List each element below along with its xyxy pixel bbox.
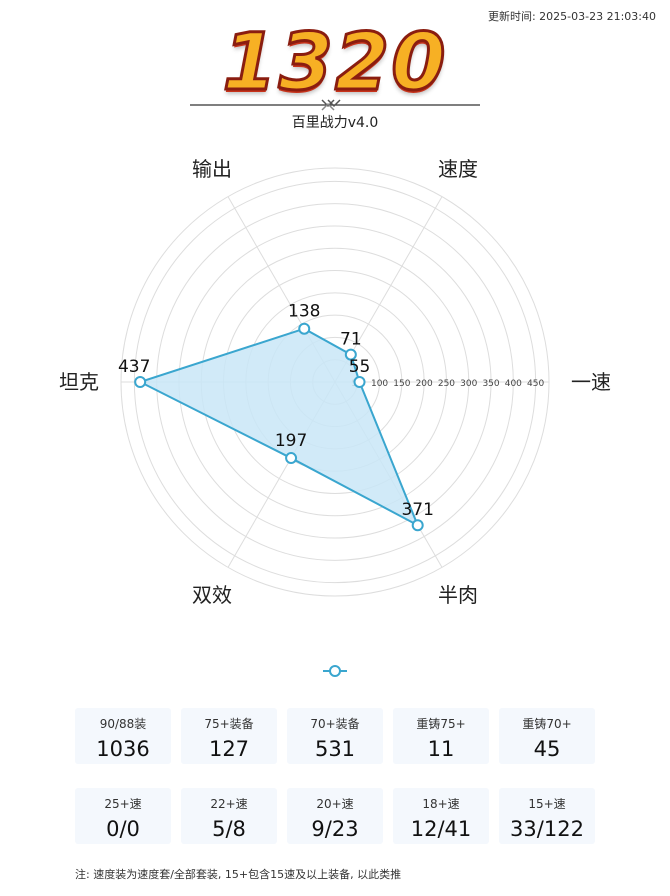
stat-value: 12/41 xyxy=(410,817,472,841)
stat-card-speed-22: 22+速 5/8 xyxy=(181,788,277,844)
stat-value: 11 xyxy=(427,737,455,761)
radar-ring-label: 450 xyxy=(527,379,544,389)
radar-ring-label: 350 xyxy=(482,379,499,389)
stat-value: 33/122 xyxy=(510,817,584,841)
series-legend-marker xyxy=(323,665,347,677)
stat-label: 75+装备 xyxy=(204,717,254,731)
radar-ring-label: 250 xyxy=(438,379,455,389)
stat-card-speed-20: 20+速 9/23 xyxy=(287,788,383,844)
stat-label: 25+速 xyxy=(104,797,142,811)
power-score: 1320 xyxy=(221,17,448,110)
radar-data-point xyxy=(285,452,298,465)
radar-data-area xyxy=(137,327,420,528)
radar-data-point xyxy=(353,376,366,388)
stat-value: 45 xyxy=(533,737,561,761)
radar-axis-label: 速度 xyxy=(438,157,478,181)
radar-value-label: 371 xyxy=(401,500,433,520)
stat-label: 15+速 xyxy=(528,797,566,811)
radar-value-label: 55 xyxy=(349,357,371,377)
stat-card-reforge-75: 重铸75+ 11 xyxy=(393,708,489,764)
stat-value: 9/23 xyxy=(311,817,359,841)
stat-card-75-plus: 75+装备 127 xyxy=(181,708,277,764)
title-divider xyxy=(190,99,480,111)
radar-axis-label: 坦克 xyxy=(59,370,99,394)
stat-value: 0/0 xyxy=(106,817,140,841)
radar-value-label: 197 xyxy=(275,431,307,451)
radar-axis-label: 一速 xyxy=(571,370,611,394)
radar-axis-label: 半肉 xyxy=(438,583,478,607)
divider-ornament-icon xyxy=(321,99,341,111)
radar-data-point xyxy=(344,348,357,361)
radar-data-point xyxy=(298,322,311,335)
version-label: 百里战力v4.0 xyxy=(291,115,379,131)
radar-ring-label: 400 xyxy=(505,379,522,389)
stat-value: 127 xyxy=(208,737,250,761)
radar-data-point xyxy=(134,376,147,388)
radar-ring-label: 150 xyxy=(393,379,410,389)
stat-label: 22+速 xyxy=(210,797,248,811)
radar-value-label: 138 xyxy=(288,302,320,322)
radar-ring-label: 200 xyxy=(416,379,433,389)
radar-chart: 50100150200250300350400450 5571138437197… xyxy=(59,157,611,607)
stat-value: 5/8 xyxy=(212,817,246,841)
stat-label: 20+速 xyxy=(316,797,354,811)
stat-card-speed-25: 25+速 0/0 xyxy=(75,788,171,844)
stat-label: 90/88装 xyxy=(99,717,147,731)
radar-axis-label: 输出 xyxy=(192,157,232,181)
radar-value-label: 437 xyxy=(118,357,150,377)
update-timestamp: 更新时间: 2025-03-23 21:03:40 xyxy=(487,10,656,23)
stat-card-speed-18: 18+速 12/41 xyxy=(393,788,489,844)
stat-value: 1036 xyxy=(96,737,150,761)
radar-value-label: 71 xyxy=(340,330,362,350)
radar-ring-label: 100 xyxy=(371,379,388,389)
radar-ring-label: 300 xyxy=(460,379,477,389)
stat-label: 重铸70+ xyxy=(522,717,572,731)
stat-card-70-plus: 70+装备 531 xyxy=(287,708,383,764)
stat-value: 531 xyxy=(314,737,356,761)
stat-label: 重铸75+ xyxy=(416,717,466,731)
footnote: 注: 速度装为速度套/全部套装, 15+包含15速及以上装备, 以此类推 xyxy=(75,868,402,881)
radar-data-point xyxy=(411,519,424,532)
stat-label: 18+速 xyxy=(422,797,460,811)
radar-axis-label: 双效 xyxy=(192,583,232,607)
stat-label: 70+装备 xyxy=(310,717,360,731)
stat-card-speed-15: 15+速 33/122 xyxy=(499,788,595,844)
stat-card-90-88: 90/88装 1036 xyxy=(75,708,171,764)
stat-card-reforge-70: 重铸70+ 45 xyxy=(499,708,595,764)
